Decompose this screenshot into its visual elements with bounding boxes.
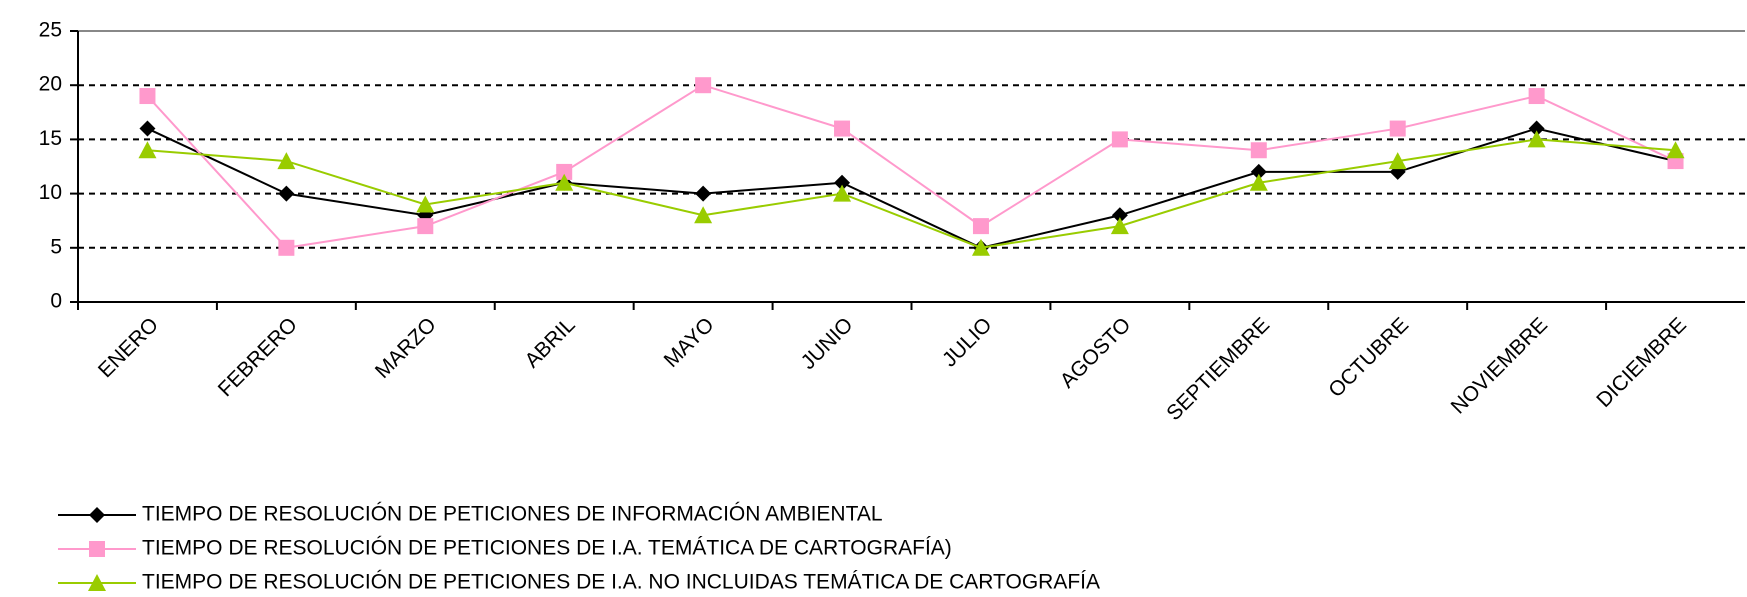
x-tick-label: DICIEMBRE	[1592, 313, 1691, 412]
marker	[694, 206, 713, 224]
marker	[278, 239, 295, 256]
series-line	[147, 138, 1676, 249]
marker	[834, 174, 851, 191]
marker	[138, 141, 157, 159]
marker	[834, 120, 851, 137]
marker	[1528, 120, 1545, 137]
marker	[88, 574, 106, 591]
x-tick-label: AGOSTO	[1056, 313, 1136, 393]
y-tick-label: 0	[50, 290, 62, 313]
marker	[556, 163, 573, 180]
x-tick-label: MAYO	[660, 313, 719, 372]
marker	[1249, 173, 1268, 191]
marker	[416, 195, 435, 213]
marker	[89, 541, 105, 557]
legend-label: TIEMPO DE RESOLUCIÓN DE PETICIONES DE I.…	[142, 571, 1100, 594]
marker	[1111, 207, 1128, 224]
marker	[277, 152, 296, 170]
marker	[139, 88, 156, 105]
marker	[695, 185, 712, 202]
marker	[1111, 131, 1128, 148]
x-tick-label: OCTUBRE	[1324, 313, 1413, 402]
marker	[1250, 163, 1267, 180]
y-tick-label: 25	[39, 19, 62, 42]
x-tick-label: ENERO	[94, 313, 163, 382]
marker	[695, 77, 712, 94]
x-tick-label: JULIO	[938, 313, 996, 371]
marker	[555, 173, 574, 191]
marker	[972, 218, 989, 235]
x-tick-label: NOVIEMBRE	[1447, 313, 1552, 418]
y-tick-label: 10	[39, 181, 62, 204]
marker	[278, 185, 295, 202]
marker	[1250, 142, 1267, 159]
series-line	[147, 127, 1676, 249]
marker	[833, 184, 852, 202]
marker	[1666, 141, 1685, 159]
y-tick-label: 5	[50, 235, 62, 258]
series-line	[146, 84, 1676, 249]
marker	[1527, 130, 1546, 148]
x-tick-label: JUNIO	[797, 313, 858, 374]
marker	[417, 218, 434, 235]
marker	[971, 238, 990, 256]
marker	[1528, 88, 1545, 105]
x-tick-label: MARZO	[371, 313, 441, 383]
marker	[1110, 217, 1129, 235]
y-tick-label: 15	[39, 127, 62, 150]
marker	[1389, 120, 1406, 137]
x-tick-label: FEBRERO	[214, 313, 302, 401]
x-tick-label: SEPTIEMBRE	[1162, 313, 1274, 425]
x-tick-label: ABRIL	[520, 313, 579, 372]
legend-label: TIEMPO DE RESOLUCIÓN DE PETICIONES DE I.…	[142, 537, 952, 560]
marker	[139, 120, 156, 137]
marker	[89, 507, 105, 523]
marker	[1388, 152, 1407, 170]
y-tick-label: 20	[39, 73, 62, 96]
legend-label: TIEMPO DE RESOLUCIÓN DE PETICIONES DE IN…	[142, 503, 883, 526]
